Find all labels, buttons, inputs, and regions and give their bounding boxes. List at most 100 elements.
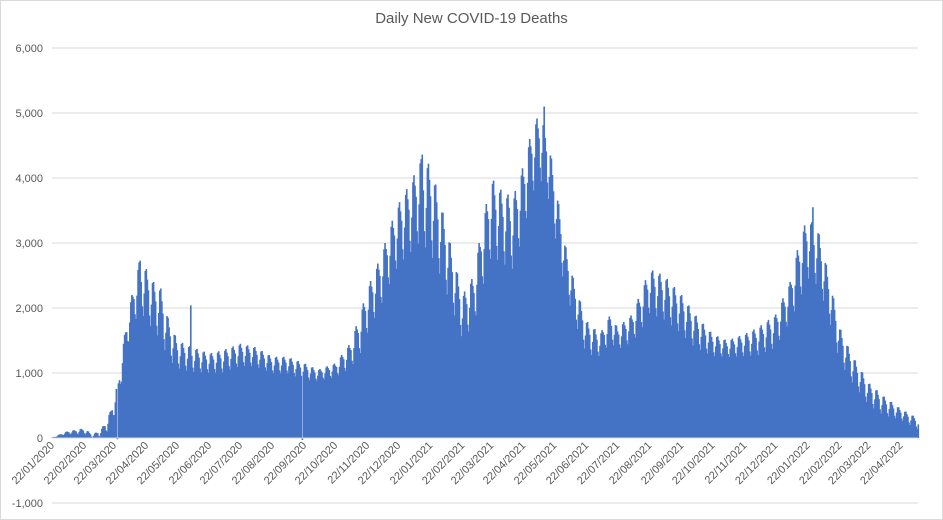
data-bar	[724, 339, 726, 438]
data-bar	[421, 154, 424, 438]
data-bar	[311, 367, 314, 438]
data-bar	[467, 331, 470, 438]
data-bar	[267, 355, 270, 438]
data-bar	[793, 311, 796, 438]
data-bar	[682, 311, 685, 438]
data-bar	[472, 285, 474, 438]
data-bar	[648, 313, 651, 438]
data-bar	[845, 357, 847, 438]
data-bar	[416, 231, 418, 438]
data-bar	[422, 190, 425, 438]
data-bar	[189, 305, 192, 438]
data-bar	[390, 226, 393, 438]
data-bar	[308, 380, 311, 438]
data-bar	[543, 106, 546, 438]
data-bar	[237, 356, 240, 438]
data-bar	[357, 333, 360, 438]
data-bar	[560, 262, 563, 438]
data-bar	[912, 415, 914, 438]
data-bar	[877, 394, 879, 438]
data-bar	[124, 332, 127, 438]
data-bar	[813, 245, 815, 438]
data-bar	[141, 306, 144, 438]
data-bar	[578, 300, 581, 438]
data-bar	[436, 219, 439, 438]
data-bar	[679, 296, 682, 438]
data-bar	[485, 204, 488, 438]
data-bar	[59, 434, 62, 438]
data-bar	[551, 175, 554, 438]
data-bar	[783, 302, 785, 438]
data-bar	[850, 376, 852, 438]
data-bar	[561, 276, 564, 438]
data-bar	[144, 270, 147, 438]
data-bar	[233, 349, 235, 438]
data-bar	[651, 270, 654, 438]
data-bar	[890, 401, 893, 438]
data-bar	[638, 302, 641, 438]
data-bar	[581, 320, 584, 438]
data-bar	[900, 418, 903, 438]
data-bar	[140, 281, 142, 438]
data-bar	[749, 351, 751, 438]
data-bar	[423, 231, 426, 438]
data-bar	[450, 257, 453, 438]
data-bar	[364, 310, 367, 438]
data-bar	[255, 350, 257, 438]
data-bar	[53, 436, 56, 438]
data-bar	[147, 290, 150, 438]
data-bar	[94, 432, 97, 438]
data-bar	[170, 355, 172, 438]
data-bar	[868, 383, 871, 438]
data-bar	[57, 434, 60, 438]
data-bar	[844, 369, 846, 438]
data-bar	[901, 420, 904, 438]
data-bar	[771, 348, 774, 438]
data-bar	[344, 371, 347, 438]
data-bar	[127, 341, 130, 438]
data-bar	[212, 359, 215, 438]
data-bar	[496, 259, 499, 438]
data-bar	[420, 159, 423, 438]
data-bar	[279, 373, 282, 438]
data-bar	[128, 322, 131, 438]
data-bar	[337, 375, 340, 438]
data-bar	[675, 303, 678, 438]
data-bar	[758, 341, 760, 438]
data-bar	[193, 371, 195, 438]
data-bar	[653, 286, 656, 438]
data-bar	[224, 350, 226, 438]
data-bar	[769, 329, 772, 438]
data-bar	[641, 327, 644, 438]
data-bar	[300, 375, 303, 438]
data-bar	[218, 354, 221, 438]
data-bar	[70, 434, 72, 438]
data-bar	[171, 363, 173, 438]
data-bar	[837, 340, 840, 438]
data-bar	[917, 424, 920, 438]
data-bar	[301, 438, 304, 440]
data-bar	[494, 209, 497, 438]
data-bar	[673, 286, 676, 438]
data-bar	[263, 358, 265, 438]
data-bar	[75, 431, 77, 438]
data-bar	[640, 322, 643, 438]
data-bar	[755, 337, 757, 438]
data-bar	[449, 243, 451, 438]
data-bar	[221, 372, 224, 438]
data-bar	[808, 251, 811, 438]
data-bar	[859, 382, 862, 438]
data-bar	[474, 311, 476, 438]
data-bar	[761, 329, 764, 438]
data-bar	[236, 366, 239, 438]
data-bar	[320, 370, 322, 438]
data-bar	[811, 222, 813, 438]
data-bar	[487, 219, 490, 438]
data-bar	[683, 330, 686, 438]
data-bar	[294, 376, 296, 438]
data-bar	[287, 373, 289, 438]
data-bar	[439, 273, 441, 438]
data-bar	[752, 331, 754, 438]
data-bar	[125, 332, 128, 438]
data-bar	[201, 362, 203, 438]
